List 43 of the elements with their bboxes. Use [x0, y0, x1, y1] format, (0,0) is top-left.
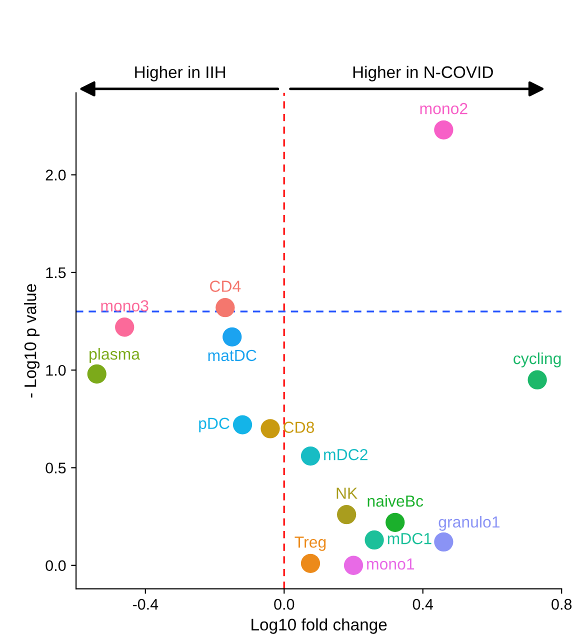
point — [337, 505, 356, 524]
series-label: cycling — [514, 352, 561, 368]
series-label: matDC — [208, 350, 256, 362]
point — [300, 446, 320, 466]
series-label: CD8 — [284, 422, 314, 433]
text: Higher in IIH — [135, 66, 226, 82]
y-tick-label: 0.0 — [46, 560, 66, 572]
series-label: naiveBc — [368, 495, 424, 507]
point — [222, 327, 242, 346]
text: Higher in N-COVID — [353, 66, 493, 82]
series-label: mono2 — [420, 102, 468, 114]
point — [434, 532, 454, 552]
y-tick-label: 0.5 — [46, 462, 66, 474]
point — [344, 556, 364, 575]
point — [232, 415, 252, 434]
point — [364, 530, 384, 550]
y-tick-label: 2.0 — [46, 170, 66, 180]
point — [115, 318, 134, 337]
series-label: pDC — [199, 418, 230, 432]
y-tick-label: 1.0 — [46, 364, 66, 376]
series-label: NK — [336, 488, 358, 499]
point — [434, 120, 454, 140]
series-label: mDC2 — [324, 448, 368, 460]
series-label: CD4 — [210, 280, 241, 292]
x-tick-label: 0.0 — [274, 598, 294, 610]
point — [386, 512, 405, 532]
point — [216, 298, 235, 318]
y-tick-label: 1.5 — [46, 267, 66, 278]
series-label: plasma — [90, 348, 140, 363]
point — [87, 364, 106, 384]
series-label: Treg — [294, 536, 326, 551]
point — [528, 370, 547, 390]
point — [260, 419, 280, 438]
x-tick-label: 0.4 — [412, 598, 434, 610]
x-tick-label: 0.8 — [552, 598, 572, 610]
y-axis-title: - Log10 p value — [24, 284, 40, 398]
x-tick-label: -0.4 — [132, 598, 158, 610]
series-label: mono1 — [367, 558, 414, 570]
series-label: mDC1 — [388, 532, 432, 544]
point — [300, 554, 320, 573]
series-label: mono3 — [101, 300, 148, 312]
x-axis-title: Log10 fold change — [252, 618, 387, 634]
series-label: granulo1 — [438, 516, 500, 531]
